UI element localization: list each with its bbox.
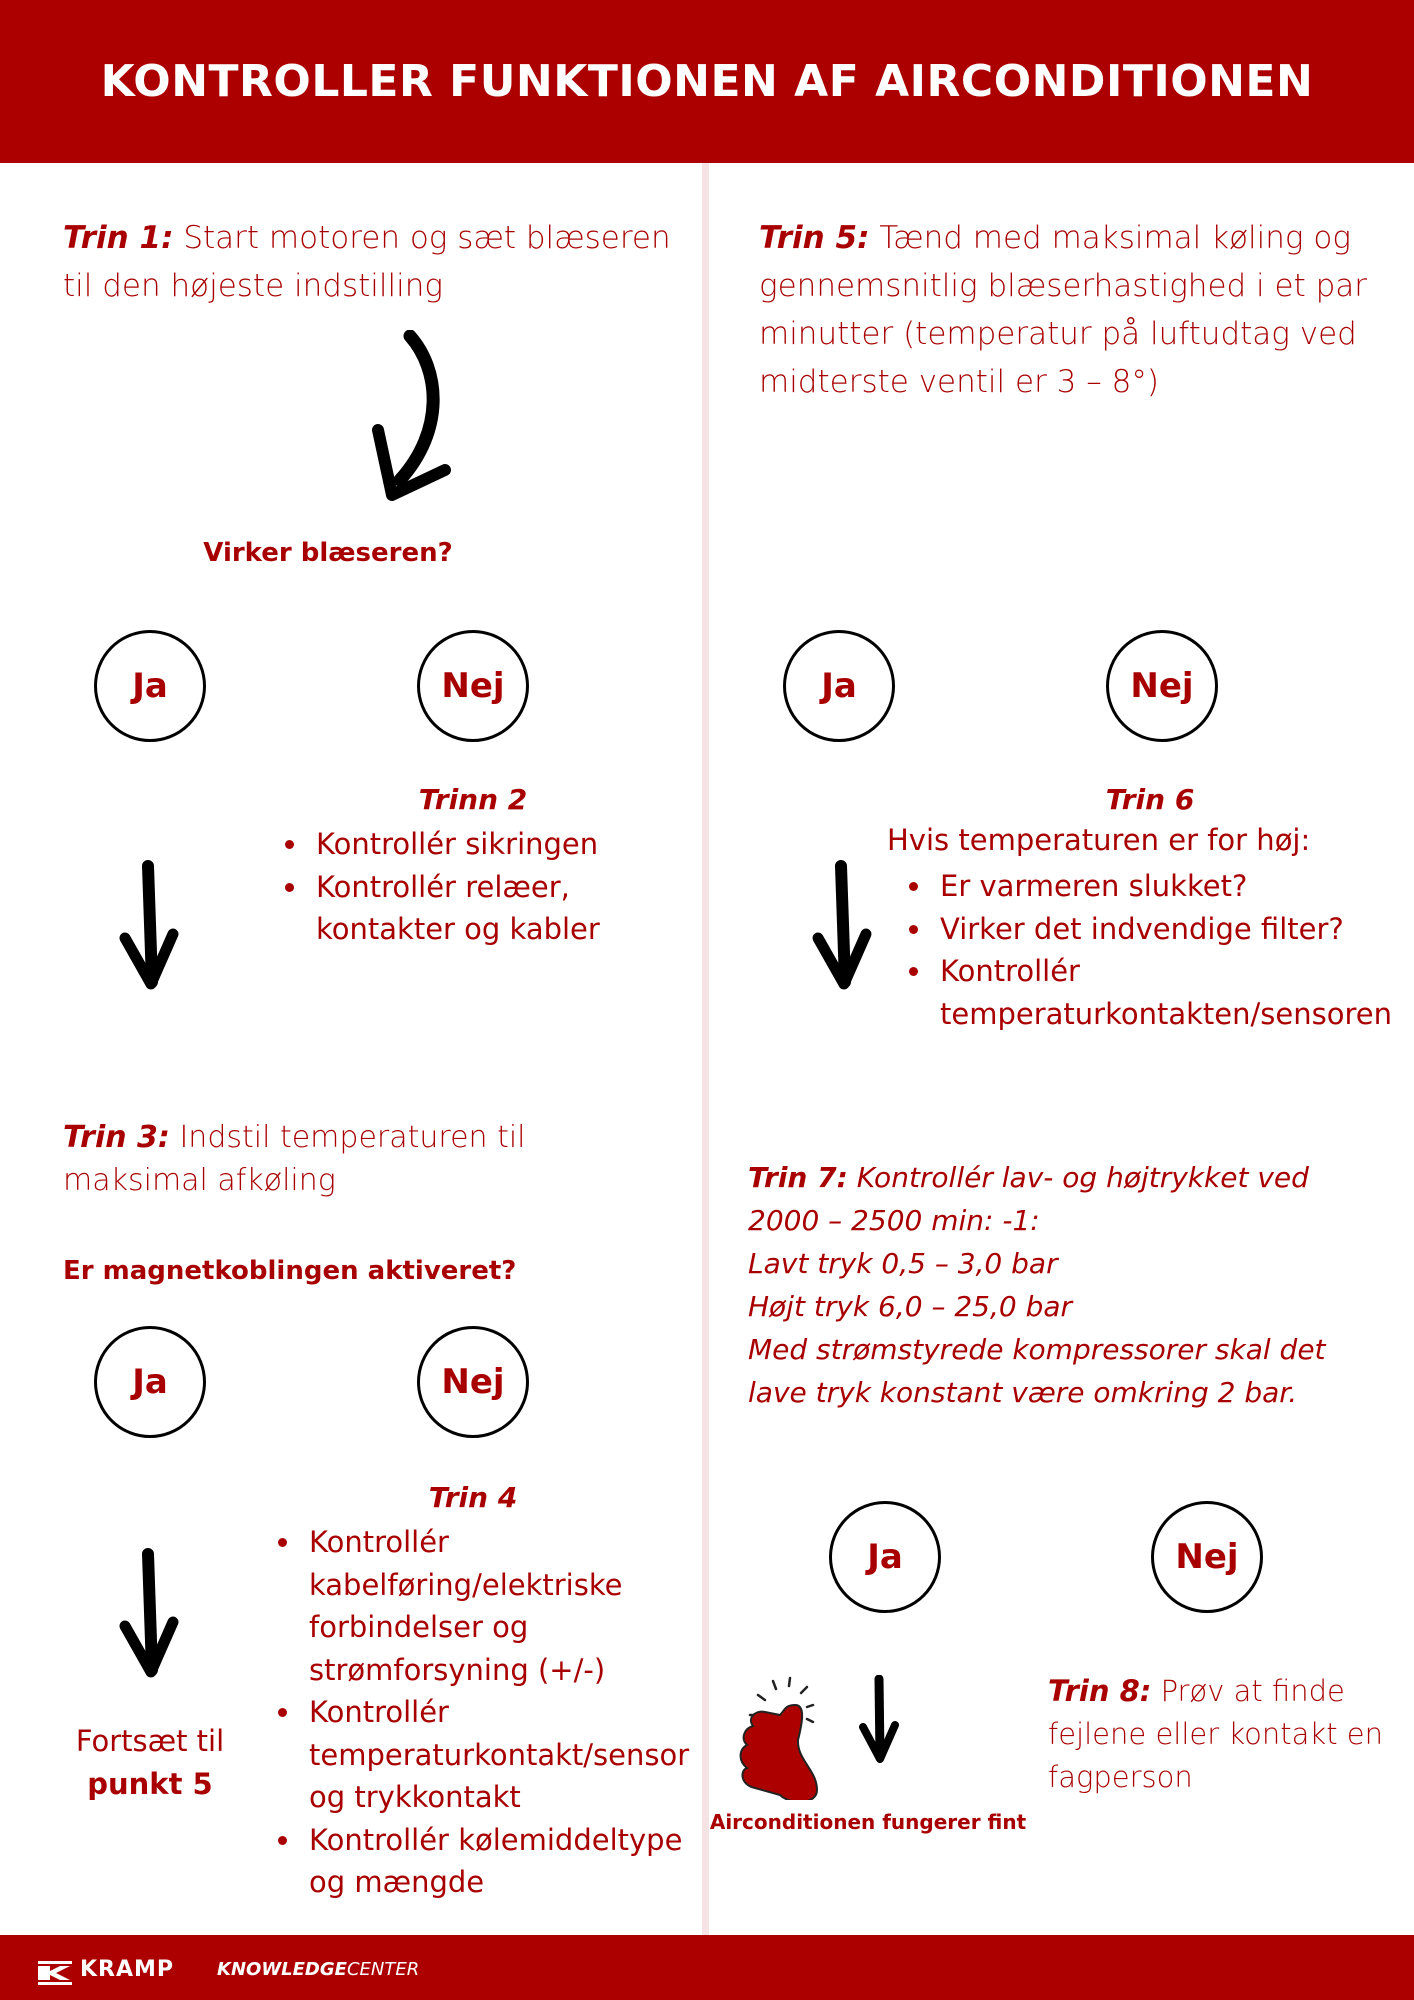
- step-6-title: Trin 6: [1105, 783, 1195, 816]
- step-7: Trin 7: Kontrollér lav- og højtrykket ve…: [748, 1161, 1326, 1409]
- continue-note: Fortsæt til punkt 5: [75, 1724, 225, 1801]
- yes-circle: Ja: [829, 1501, 941, 1613]
- header: KONTROLLER FUNKTIONEN AF AIRCONDITIONEN: [0, 0, 1414, 163]
- question-clutch: Er magnetkoblingen aktiveret?: [63, 1256, 517, 1286]
- step-2-title: Trinn 2: [418, 783, 528, 816]
- step-4-title: Trin 4: [428, 1481, 518, 1514]
- column-divider: [702, 163, 709, 1935]
- no-circle: Nej: [1106, 630, 1218, 742]
- arrow-down-icon: [812, 860, 872, 990]
- step-6-list: Er varmeren slukket? Virker det indvendi…: [909, 865, 1410, 1035]
- list-item: Kontrollér relæer, kontakter og kabler: [285, 866, 636, 951]
- list-item: Virker det indvendige filter?: [909, 908, 1410, 951]
- page-title: KONTROLLER FUNKTIONEN AF AIRCONDITIONEN: [100, 56, 1314, 107]
- yes-circle: Ja: [94, 1326, 206, 1438]
- no-circle: Nej: [417, 1326, 529, 1438]
- list-item: Kontrollér sikringen: [285, 823, 636, 866]
- step-2-list: Kontrollér sikringen Kontrollér relæer, …: [285, 823, 636, 951]
- kramp-logo-icon: [38, 1961, 72, 1985]
- thumbs-up-icon: [739, 1676, 819, 1800]
- arrow-down-icon: [119, 1548, 179, 1678]
- list-item: Kontrollér kabelføring/elektriske forbin…: [278, 1521, 699, 1691]
- curved-arrow-down-icon: [372, 330, 451, 501]
- arrow-down-icon: [119, 860, 179, 990]
- brand-logo-text: KRAMP: [80, 1957, 175, 1982]
- yes-circle: Ja: [94, 630, 206, 742]
- arrow-down-icon: [859, 1675, 899, 1763]
- step-1: Trin 1: Start motoren og sæt blæseren ti…: [63, 220, 671, 304]
- ac-ok-label: Airconditionen fungerer fint: [709, 1810, 1027, 1834]
- step-4-list: Kontrollér kabelføring/elektriske forbin…: [278, 1521, 699, 1904]
- yes-circle: Ja: [783, 630, 895, 742]
- knowledgecenter-logo: KNOWLEDGECENTER: [217, 1959, 420, 1980]
- step-8: Trin 8: Prøv at finde fejlene eller kont…: [1048, 1674, 1384, 1794]
- list-item: Kontrollér temperaturkontakten/sensoren: [909, 950, 1410, 1035]
- list-item: Er varmeren slukket?: [909, 865, 1410, 908]
- list-item: Kontrollér kølemiddeltype og mængde: [278, 1819, 699, 1904]
- footer: KRAMP KNOWLEDGECENTER: [0, 1935, 1414, 2000]
- step-5: Trin 5: Tænd med maksimal køling og genn…: [759, 220, 1368, 400]
- step-3: Trin 3: Indstil temperaturen til maksima…: [63, 1120, 526, 1198]
- step-6-intro: Hvis temperaturen er for høj:: [887, 823, 1311, 857]
- list-item: Kontrollér temperaturkontakt/sensor og t…: [278, 1691, 699, 1819]
- no-circle: Nej: [417, 630, 529, 742]
- question-fan: Virker blæseren?: [203, 538, 453, 568]
- no-circle: Nej: [1151, 1501, 1263, 1613]
